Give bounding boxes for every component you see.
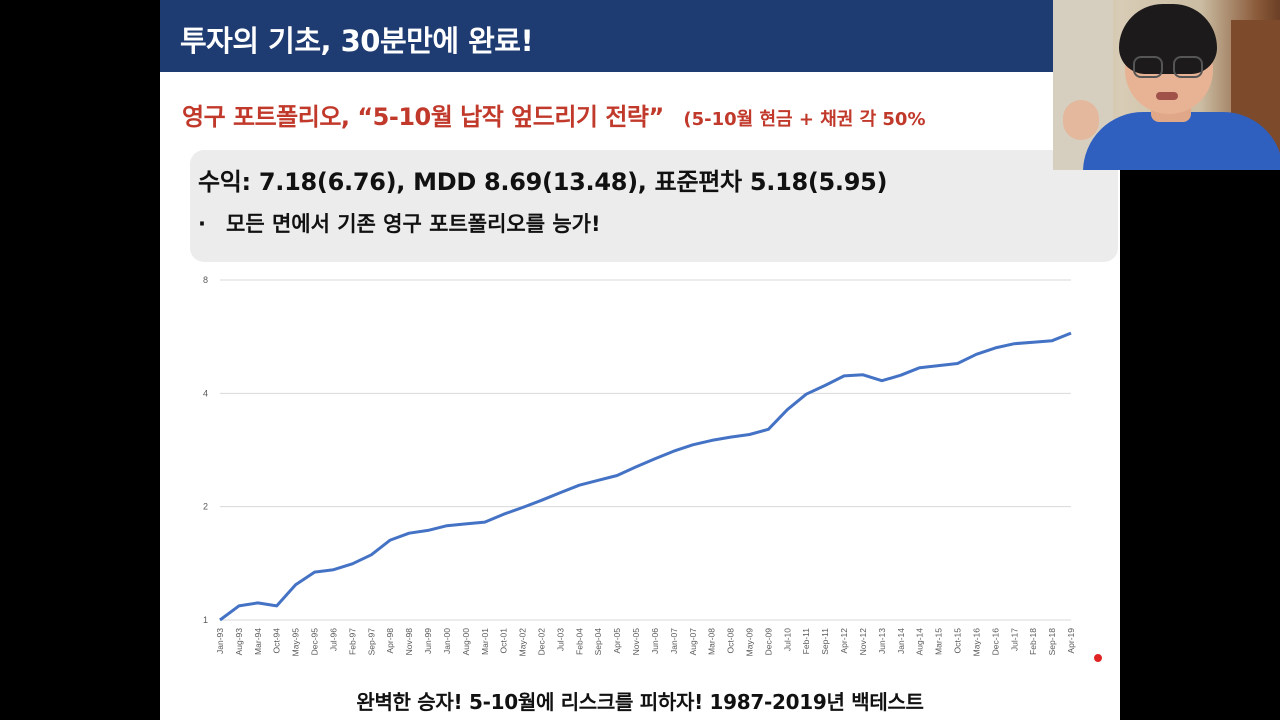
x-tick-label: Feb-18 xyxy=(1028,628,1038,655)
x-tick-label: Feb-97 xyxy=(347,628,357,655)
x-tick-label: Oct-15 xyxy=(953,628,963,654)
x-tick-label: Aug-00 xyxy=(461,628,471,656)
x-tick-label: Aug-07 xyxy=(688,628,698,656)
subtitle-main: 영구 포트폴리오, “5-10월 납작 엎드리기 전략” xyxy=(182,103,664,131)
x-tick-label: Jul-17 xyxy=(1009,628,1019,651)
x-tick-label: Mar-01 xyxy=(480,628,490,655)
x-tick-label: Aug-93 xyxy=(234,628,244,656)
y-tick-label: 8 xyxy=(203,275,208,285)
webcam-glasses-right xyxy=(1173,56,1203,78)
x-tick-label: Jun-06 xyxy=(650,628,660,654)
webcam-hand xyxy=(1063,100,1099,140)
presenter-webcam xyxy=(1053,0,1280,170)
x-tick-label: Nov-12 xyxy=(858,628,868,656)
chart-gridlines xyxy=(220,279,1071,621)
x-tick-label: May-95 xyxy=(291,628,301,657)
x-tick-label: Oct-01 xyxy=(499,628,509,654)
summary-line: 수익: 7.18(6.76), MDD 8.69(13.48), 표준편차 5.… xyxy=(198,168,888,196)
x-tick-label: May-09 xyxy=(745,628,755,657)
record-dot-icon xyxy=(1092,652,1104,664)
x-tick-label: Mar-94 xyxy=(253,628,263,655)
x-tick-label: Apr-05 xyxy=(612,628,622,654)
header-bar: 투자의 기초, 30분만에 완료! xyxy=(160,0,1120,72)
x-tick-label: Dec-09 xyxy=(763,628,773,656)
x-tick-label: Oct-08 xyxy=(726,628,736,654)
x-tick-label: Dec-95 xyxy=(310,628,320,656)
x-tick-label: Dec-02 xyxy=(536,628,546,656)
performance-line-chart: 1 2 4 8 Jan-93 Aug-93 Mar-94 Oct-94 May-95 Dec-9… xyxy=(203,275,1076,657)
x-tick-label: Jul-03 xyxy=(555,628,565,651)
x-tick-label: Oct-94 xyxy=(272,628,282,654)
x-tick-label: Mar-08 xyxy=(707,628,717,655)
x-tick-label: Jul-10 xyxy=(782,628,792,651)
x-tick-label: Sep-04 xyxy=(593,628,603,656)
x-tick-label: Jan-07 xyxy=(669,628,679,654)
x-tick-label: Sep-97 xyxy=(366,628,376,656)
x-tick-label: Jun-99 xyxy=(423,628,433,654)
x-axis-ticks: Jan-93 Aug-93 Mar-94 Oct-94 May-95 Dec-95 Jul-… xyxy=(215,628,1076,657)
y-axis-ticks: 1 2 4 8 xyxy=(203,275,208,625)
x-tick-label: Jan-00 xyxy=(442,628,452,654)
x-tick-label: Nov-05 xyxy=(631,628,641,656)
x-tick-label: Feb-04 xyxy=(574,628,584,655)
bullet-marker: · xyxy=(198,212,206,236)
x-tick-label: Apr-19 xyxy=(1066,628,1076,654)
x-tick-label: May-02 xyxy=(518,628,528,657)
summary-box: 수익: 7.18(6.76), MDD 8.69(13.48), 표준편차 5.… xyxy=(190,150,1118,262)
x-tick-label: Jan-14 xyxy=(896,628,906,654)
x-tick-label: Jan-93 xyxy=(215,628,225,654)
x-tick-label: Sep-18 xyxy=(1047,628,1057,656)
y-tick-label: 2 xyxy=(203,502,208,512)
x-tick-label: Feb-11 xyxy=(801,628,811,655)
x-tick-label: May-16 xyxy=(971,628,981,657)
y-tick-label: 1 xyxy=(203,615,208,625)
subtitle-sub: (5-10월 현금 + 채권 각 50% xyxy=(683,109,926,130)
y-tick-label: 4 xyxy=(203,388,208,398)
slide-caption: 완벽한 승자! 5-10월에 리스크를 피하자! 1987-2019년 백테스트 xyxy=(356,690,924,714)
series-line xyxy=(219,331,1072,622)
chart-series xyxy=(219,331,1072,622)
subtitle-row: 영구 포트폴리오, “5-10월 납작 엎드리기 전략” (5-10월 현금 +… xyxy=(182,97,926,132)
x-tick-label: Sep-11 xyxy=(820,628,830,655)
x-tick-label: Nov-98 xyxy=(404,628,414,656)
x-tick-label: Mar-15 xyxy=(934,628,944,655)
bullet-item: · 모든 면에서 기존 영구 포트폴리오를 능가! xyxy=(198,208,601,238)
x-tick-label: Jun-13 xyxy=(877,628,887,654)
x-tick-label: Apr-12 xyxy=(839,628,849,654)
page-title: 투자의 기초, 30분만에 완료! xyxy=(180,24,534,58)
x-tick-label: Apr-98 xyxy=(385,628,395,654)
x-tick-label: Jul-96 xyxy=(328,628,338,651)
slide: 투자의 기초, 30분만에 완료! 영구 포트폴리오, “5-10월 납작 엎드… xyxy=(160,0,1120,720)
x-tick-label: Aug-14 xyxy=(915,628,925,656)
webcam-glasses-left xyxy=(1133,56,1163,78)
x-tick-label: Dec-16 xyxy=(990,628,1000,656)
bullet-text: 모든 면에서 기존 영구 포트폴리오를 능가! xyxy=(226,212,601,236)
webcam-mouth xyxy=(1156,92,1178,100)
